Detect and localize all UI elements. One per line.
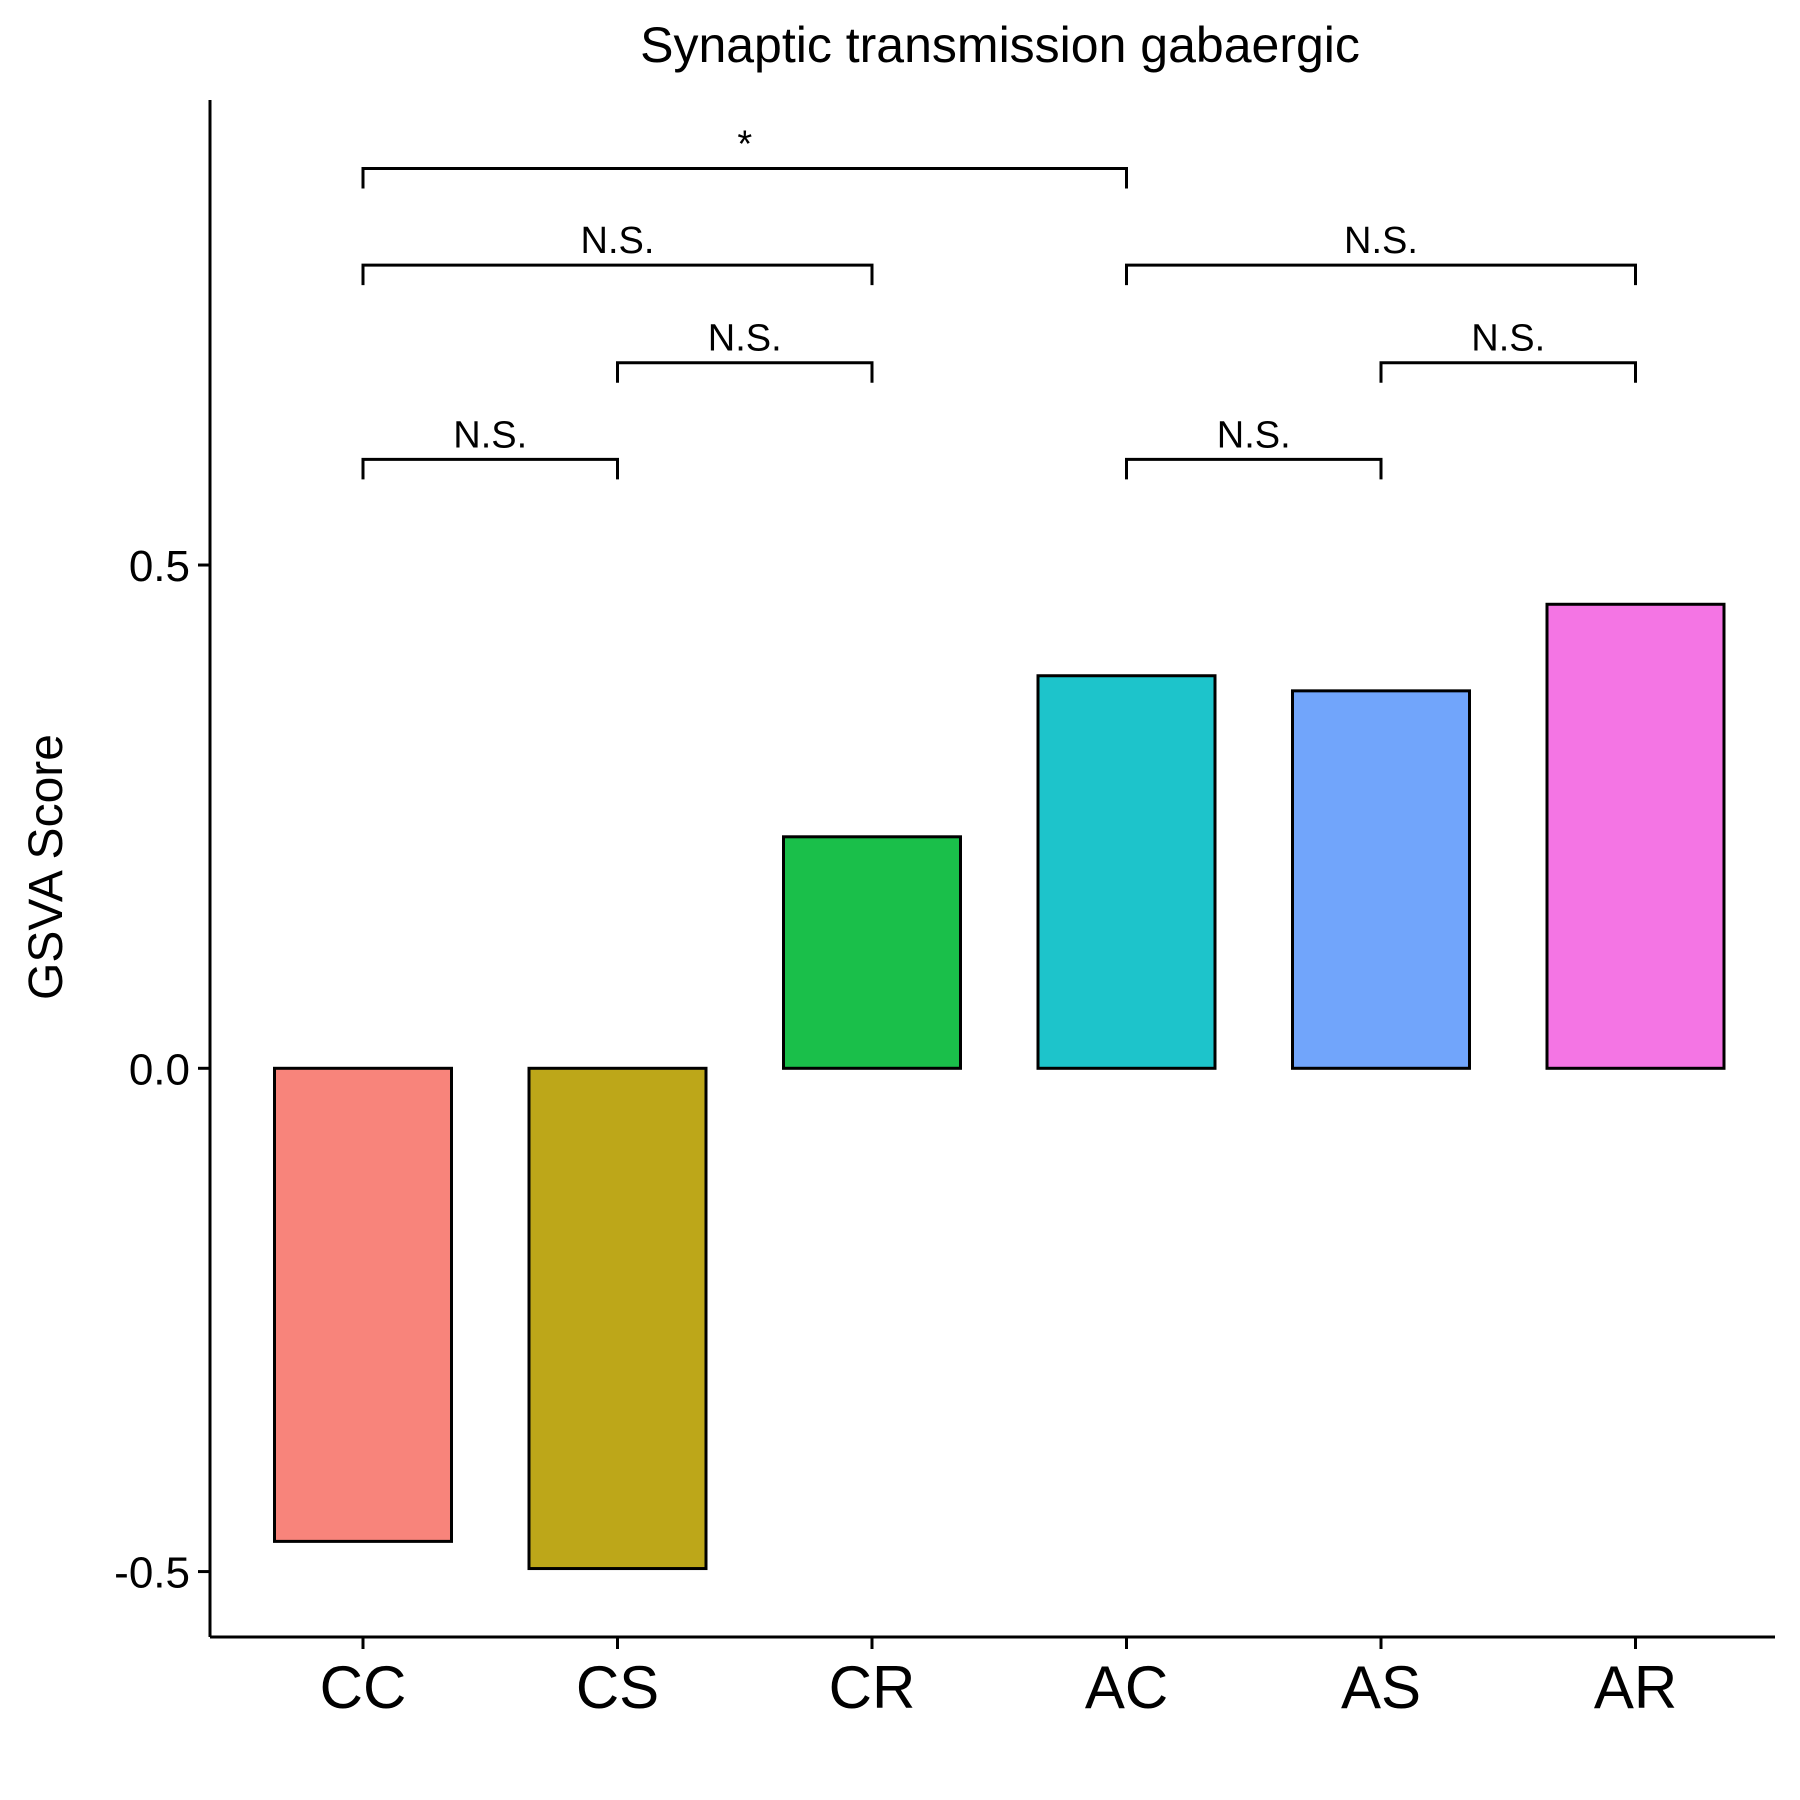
bar-ar	[1545, 602, 1726, 1070]
y-axis-ticks: -0.5 0.0 0.5	[114, 542, 210, 1598]
bar-cr	[782, 835, 962, 1070]
bracket-cc-cs	[361, 457, 619, 480]
significance-label: N.S.	[1344, 220, 1418, 262]
bracket-cc-cr	[361, 263, 874, 286]
bracket-as-ar	[1379, 361, 1637, 383]
bracket-cc-ac	[361, 166, 1128, 189]
bars-group	[273, 602, 1726, 1571]
x-tick-label-ar: AR	[1594, 1654, 1677, 1721]
significance-label: N.S.	[708, 318, 782, 360]
significance-brackets: N.S. N.S. N.S. * N.S. N.S. N.S.	[361, 123, 1637, 480]
bar-cc	[273, 1066, 453, 1543]
y-tick-label: -0.5	[114, 1549, 190, 1598]
significance-label: N.S.	[581, 220, 655, 262]
significance-label: N.S.	[1471, 318, 1545, 360]
x-tick-label-cs: CS	[576, 1654, 659, 1721]
bracket-ac-as	[1125, 457, 1383, 480]
x-tick-label-cc: CC	[320, 1654, 407, 1721]
chart-title: Synaptic transmission gabaergic	[640, 17, 1360, 73]
y-tick-label: 0.5	[129, 542, 190, 591]
x-tick-label-cr: CR	[829, 1654, 916, 1721]
significance-label: N.S.	[1217, 414, 1291, 456]
x-axis-ticks: CC CS CR AC AS AR	[320, 1637, 1677, 1721]
x-tick-label-as: AS	[1341, 1654, 1421, 1721]
bar-cs	[527, 1066, 708, 1571]
bracket-cs-cr	[616, 361, 874, 383]
bar-as	[1291, 689, 1471, 1070]
y-tick-label: 0.0	[129, 1045, 190, 1094]
significance-label: N.S.	[453, 414, 527, 456]
y-axis-label: GSVA Score	[20, 734, 73, 1000]
significance-label: *	[737, 123, 752, 165]
x-tick-label-ac: AC	[1085, 1654, 1168, 1721]
bar-ac	[1036, 674, 1217, 1070]
bracket-ac-ar	[1125, 263, 1637, 286]
